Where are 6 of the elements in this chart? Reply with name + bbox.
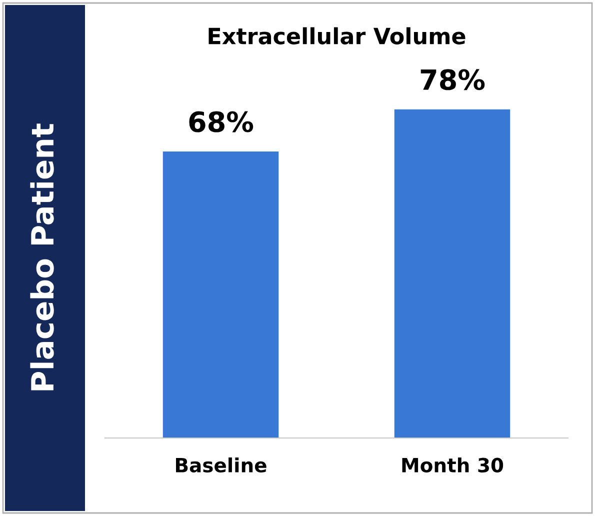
data-label: 78% [420,69,485,90]
chart-title: Extracellular Volume [208,27,466,44]
data-label: 68% [189,111,254,132]
x-tick-label: Baseline [176,457,266,472]
y-axis-title: Placebo Patient [30,124,54,390]
x-tick-label: Month 30 [402,457,504,472]
